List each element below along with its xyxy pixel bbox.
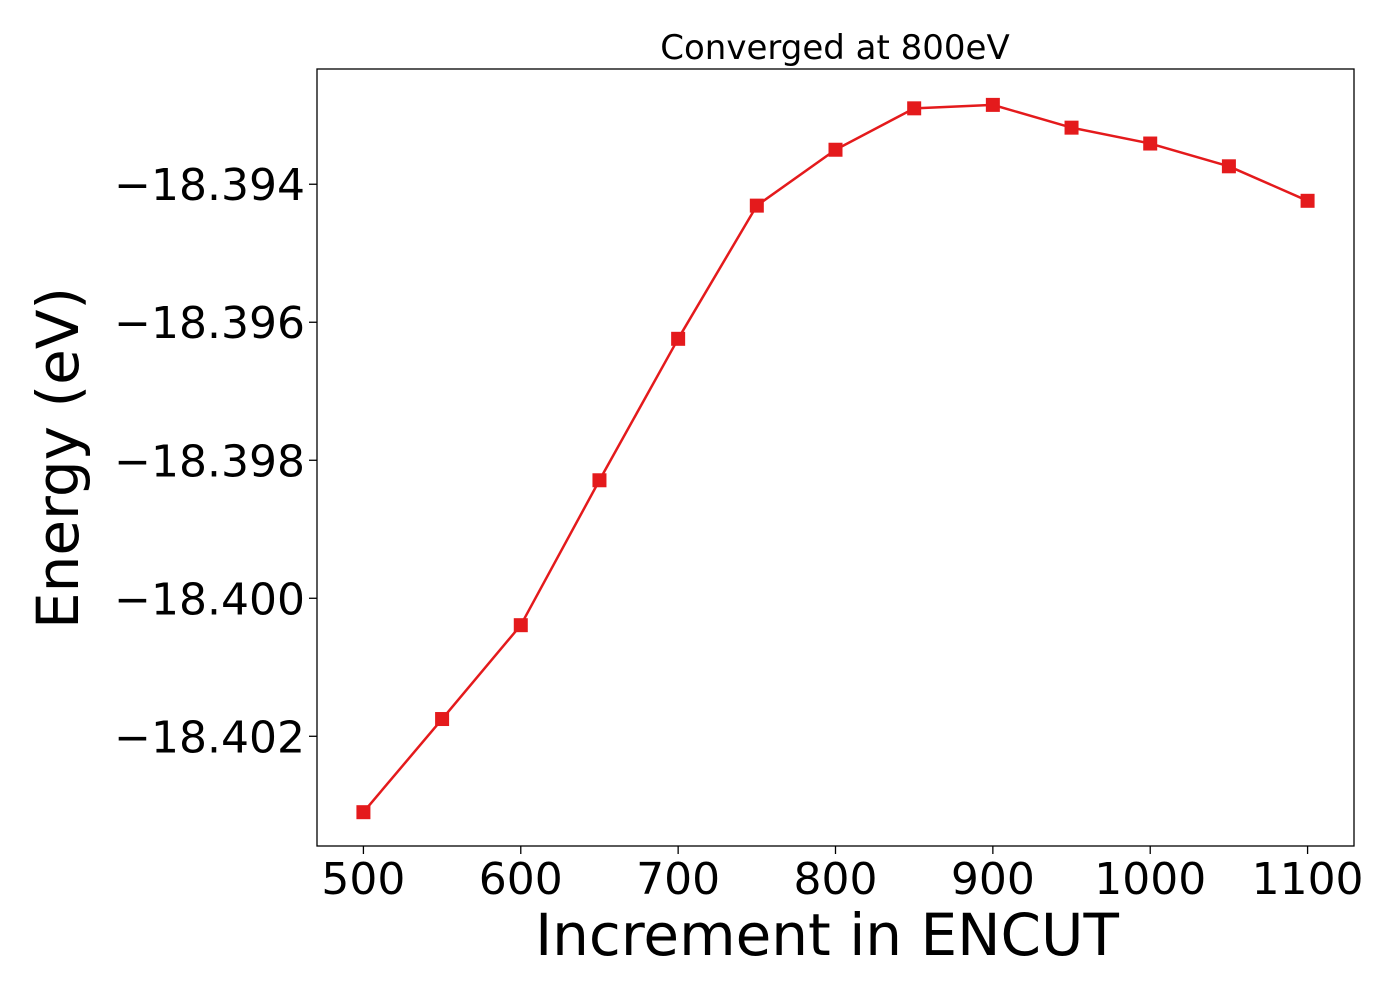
y-tick-label: −18.400: [114, 574, 305, 625]
y-tick-label: −18.398: [114, 436, 305, 487]
data-point-marker: [671, 331, 686, 346]
x-tick-label: 1000: [1094, 854, 1206, 905]
x-tick-label: 600: [479, 854, 563, 905]
x-tick-label: 800: [794, 854, 878, 905]
data-point-marker: [592, 473, 607, 488]
y-axis-ticks: −18.394 −18.396 −18.398 −18.400 −18.402: [114, 160, 317, 763]
chart-title: Converged at 800eV: [660, 28, 1009, 68]
series-line: [362, 103, 1309, 813]
data-point-marker: [1221, 159, 1236, 174]
x-tick-label: 1100: [1252, 854, 1364, 905]
data-point-marker: [1300, 193, 1315, 208]
y-axis-label: Energy (eV): [24, 287, 92, 629]
data-point-marker: [828, 142, 843, 157]
plot-area-frame: [316, 68, 1355, 847]
data-point-marker: [985, 97, 1000, 112]
x-axis-label: Increment in ENCUT: [535, 901, 1119, 969]
data-point-marker: [907, 101, 922, 116]
data-point-marker: [749, 198, 764, 213]
x-axis-ticks: 500 600 700 800 900 1000 1100: [321, 846, 1364, 905]
x-tick-label: 900: [951, 854, 1035, 905]
data-point-marker: [513, 618, 528, 633]
data-point-marker: [1143, 136, 1158, 151]
data-point-marker: [435, 712, 450, 727]
y-tick-label: −18.394: [114, 160, 305, 211]
y-tick-label: −18.402: [114, 712, 305, 763]
x-tick-label: 500: [321, 854, 405, 905]
data-point-marker: [1064, 120, 1079, 135]
y-tick-label: −18.396: [114, 298, 305, 349]
data-point-marker: [356, 805, 371, 820]
x-tick-label: 700: [636, 854, 720, 905]
series-group: [356, 97, 1315, 820]
